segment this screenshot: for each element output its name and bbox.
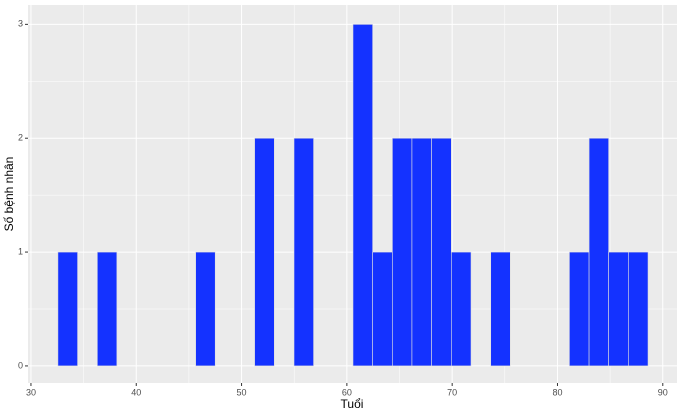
- bar: [96, 251, 118, 367]
- x-tick-label: 50: [237, 387, 247, 397]
- bar: [588, 137, 609, 367]
- bar: [352, 24, 373, 367]
- bar: [431, 137, 452, 367]
- x-tick-label: 30: [26, 387, 36, 397]
- x-tick-label: 70: [447, 387, 457, 397]
- x-tick-label: 80: [552, 387, 562, 397]
- x-axis-title: Tuổi: [341, 397, 364, 411]
- x-tick-label: 60: [342, 387, 352, 397]
- y-tick-label: 3: [18, 19, 23, 29]
- bar: [195, 251, 216, 367]
- bar: [392, 137, 413, 367]
- bar: [569, 251, 590, 367]
- x-tick-label: 90: [658, 387, 668, 397]
- bar: [372, 251, 393, 367]
- bar: [451, 251, 472, 367]
- bar: [490, 251, 511, 367]
- bar: [254, 137, 275, 367]
- y-tick-label: 1: [18, 246, 23, 256]
- y-axis-title: Số bệnh nhân: [2, 157, 16, 232]
- bar: [293, 137, 314, 367]
- x-tick-label: 40: [131, 387, 141, 397]
- y-tick-label: 0: [18, 360, 23, 370]
- bar: [411, 137, 432, 367]
- bar: [628, 251, 649, 367]
- bar: [57, 251, 78, 367]
- y-tick-label: 2: [18, 133, 23, 143]
- bar: [608, 251, 629, 367]
